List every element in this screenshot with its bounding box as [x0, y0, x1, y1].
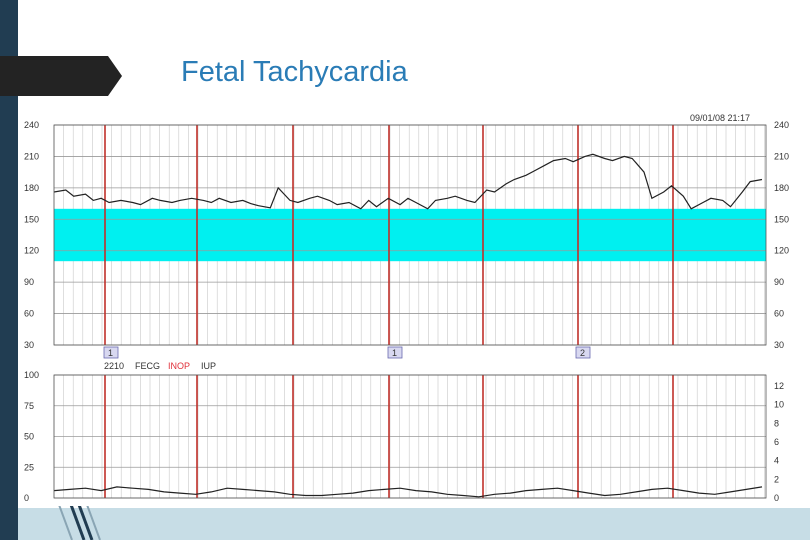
y-tick-label-left: 60: [24, 309, 34, 319]
y-tick-label-left: 180: [24, 183, 39, 193]
y-tick-label-right: 60: [774, 309, 784, 319]
slide-left-bar: [0, 0, 18, 540]
y-tick-label-right: 4: [774, 456, 779, 466]
y-tick-label-left: 120: [24, 246, 39, 256]
event-marker-label: 1: [108, 348, 113, 358]
label-code: 2210: [104, 361, 124, 371]
uterine-activity-panel: 100 75 50 25 0 12 10 8 6 4 2 0: [22, 367, 784, 506]
y-tick-label-right: 30: [774, 340, 784, 350]
y-tick-label-right: 210: [774, 151, 789, 161]
event-marker-box: [575, 346, 591, 359]
y-tick-label-right: 150: [774, 214, 789, 224]
event-marker-label: 1: [392, 348, 397, 358]
strip-header-timestamp: 09/01/08 21:17: [690, 113, 750, 123]
y-tick-label-right: 0: [774, 493, 779, 503]
y-tick-label-left: 240: [24, 120, 39, 130]
y-tick-label-left: 150: [24, 214, 39, 224]
y-tick-label-left: 50: [24, 432, 34, 442]
panel-label-row: 2210 FECG INOP IUP: [104, 361, 216, 371]
y-tick-label-left: 25: [24, 462, 34, 472]
panel-frame: [53, 124, 767, 346]
y-tick-label-right: 120: [774, 246, 789, 256]
y-tick-label-right: 240: [774, 120, 789, 130]
title-tab-shape: [0, 56, 122, 96]
slide-title: Fetal Tachycardia: [181, 56, 408, 88]
fhr-panel: 240 210 180 150 120 90 60 30 240 210 180 150 120 90 60…: [22, 117, 789, 359]
label-iup: IUP: [201, 361, 216, 371]
event-marker-box: [387, 346, 403, 359]
label-incp: INOP: [168, 361, 190, 371]
y-tick-label-right: 2: [774, 474, 779, 484]
trace-line: [53, 153, 763, 210]
y-tick-label-left: 90: [24, 277, 34, 287]
panel-frame: [53, 374, 767, 499]
y-tick-label-right: 10: [774, 400, 784, 410]
decorative-corner-lines: [57, 501, 101, 540]
y-tick-label-left: 210: [24, 151, 39, 161]
trace-line: [53, 486, 763, 498]
event-marker-label: 2: [580, 348, 585, 358]
y-tick-label-right: 12: [774, 381, 784, 391]
y-tick-label-left: 0: [24, 493, 29, 503]
slide-bottom-band: [18, 508, 810, 540]
y-tick-label-left: 75: [24, 401, 34, 411]
y-tick-label-left: 30: [24, 340, 34, 350]
y-tick-label-right: 6: [774, 437, 779, 447]
y-tick-label-right: 180: [774, 183, 789, 193]
label-fecg: FECG: [135, 361, 160, 371]
normal-fhr-band: [54, 208, 766, 262]
y-tick-label-right: 90: [774, 277, 784, 287]
y-tick-label-right: 8: [774, 418, 779, 428]
event-marker-box: [103, 346, 119, 359]
y-tick-label-left: 100: [24, 370, 39, 380]
